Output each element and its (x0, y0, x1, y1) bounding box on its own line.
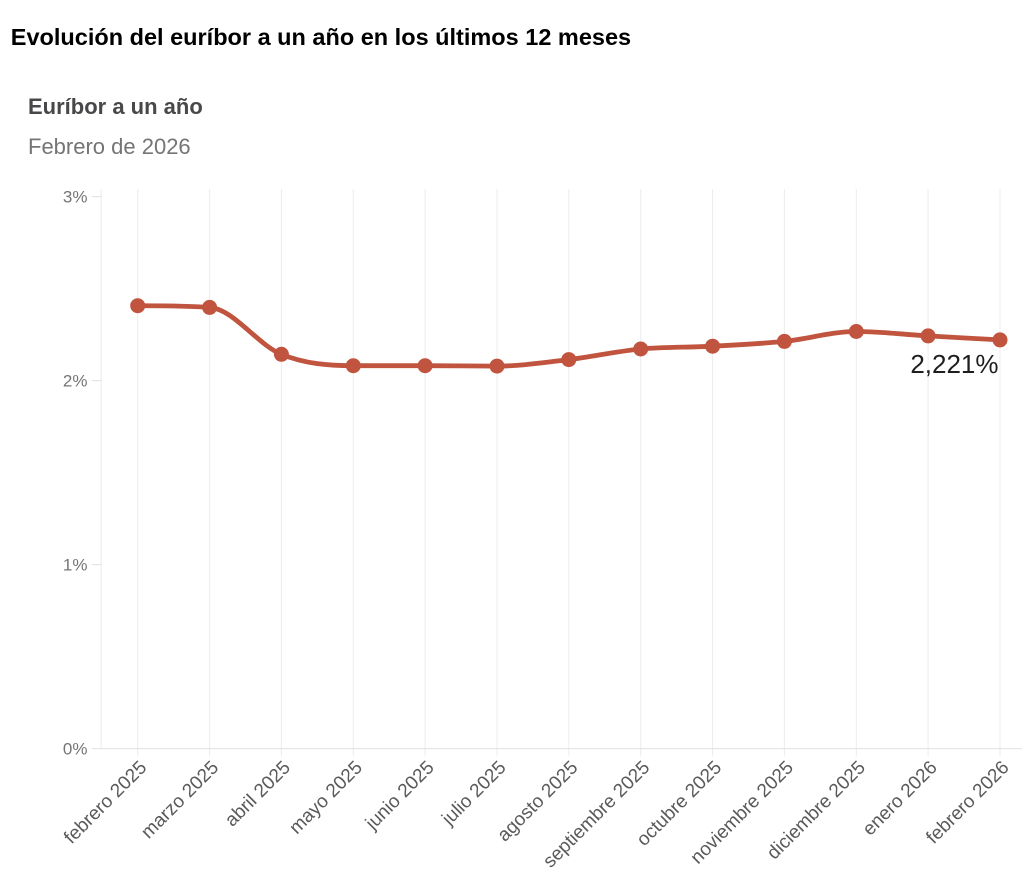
svg-text:3%: 3% (63, 188, 88, 207)
svg-text:julio 2025: julio 2025 (437, 757, 510, 830)
svg-text:1%: 1% (63, 556, 88, 575)
svg-text:Euríbor a un año: Euríbor a un año (28, 94, 203, 119)
svg-text:abril 2025: abril 2025 (221, 757, 295, 831)
svg-text:marzo 2025: marzo 2025 (137, 757, 223, 843)
svg-text:Febrero de 2026: Febrero de 2026 (28, 134, 191, 159)
svg-text:mayo 2025: mayo 2025 (286, 757, 367, 838)
svg-text:junio 2025: junio 2025 (361, 757, 439, 835)
svg-text:2,221%: 2,221% (910, 349, 998, 379)
svg-text:Evolución del euríbor a un año: Evolución del euríbor a un año en los úl… (11, 24, 631, 50)
svg-text:febrero 2025: febrero 2025 (60, 757, 151, 848)
svg-text:2%: 2% (63, 372, 88, 391)
svg-text:0%: 0% (63, 740, 88, 759)
